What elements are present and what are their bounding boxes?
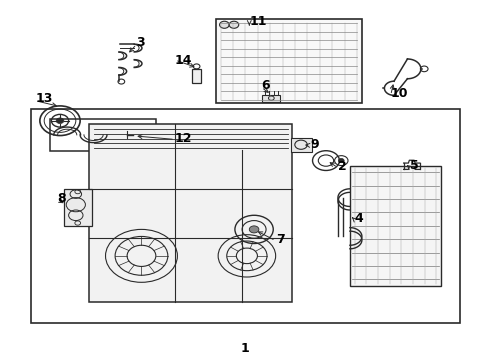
Bar bbox=[262, 95, 280, 102]
Bar bbox=[191, 69, 201, 83]
Text: 3: 3 bbox=[137, 36, 145, 49]
Text: 11: 11 bbox=[249, 15, 266, 28]
Bar bbox=[31, 109, 459, 323]
Text: 4: 4 bbox=[354, 212, 363, 225]
Bar bbox=[349, 166, 440, 286]
Circle shape bbox=[338, 158, 344, 163]
Text: 5: 5 bbox=[409, 159, 418, 172]
Circle shape bbox=[56, 118, 64, 123]
Circle shape bbox=[229, 21, 238, 28]
Text: 1: 1 bbox=[240, 342, 248, 355]
Circle shape bbox=[219, 21, 229, 28]
Bar bbox=[290, 138, 311, 152]
Text: 7: 7 bbox=[275, 234, 284, 247]
Text: 14: 14 bbox=[175, 54, 192, 67]
Text: 9: 9 bbox=[310, 138, 319, 151]
Text: 10: 10 bbox=[390, 87, 407, 100]
Bar bbox=[215, 19, 361, 103]
Text: 6: 6 bbox=[261, 79, 269, 92]
Bar bbox=[64, 189, 91, 226]
Bar bbox=[89, 123, 292, 302]
Text: 12: 12 bbox=[175, 132, 192, 145]
Text: 13: 13 bbox=[35, 93, 52, 105]
Bar bbox=[50, 118, 156, 151]
Text: 2: 2 bbox=[337, 160, 346, 173]
Text: 8: 8 bbox=[58, 192, 66, 205]
Circle shape bbox=[249, 226, 258, 233]
